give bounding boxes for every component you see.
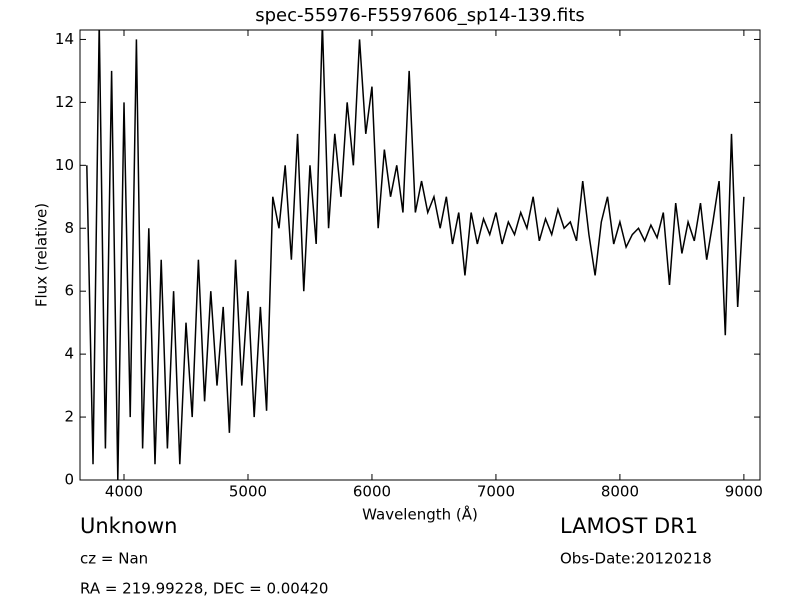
- annotation: Unknown: [80, 514, 177, 538]
- spectrum-line: [86, 30, 745, 480]
- x-tick-label: 9000: [725, 483, 763, 501]
- y-tick-label: 8: [64, 219, 74, 237]
- chart-title: spec-55976-F5597606_sp14-139.fits: [255, 5, 585, 26]
- annotation: LAMOST DR1: [560, 514, 698, 538]
- y-tick-label: 2: [64, 408, 74, 426]
- y-tick-label: 10: [55, 156, 74, 174]
- plot-frame: [79, 29, 761, 481]
- x-tick-label: 6000: [353, 483, 391, 501]
- y-tick-label: 6: [64, 282, 74, 300]
- y-tick-label: 0: [64, 471, 74, 489]
- x-tick-label: 4000: [105, 483, 143, 501]
- y-axis-label: Flux (relative): [33, 203, 51, 307]
- x-tick-label: 8000: [601, 483, 639, 501]
- x-tick-label: 7000: [477, 483, 515, 501]
- x-axis-label: Wavelength (Å): [362, 505, 478, 524]
- y-tick-label: 4: [64, 345, 74, 363]
- annotation: RA = 219.99228, DEC = 0.00420: [80, 580, 328, 598]
- y-tick-label: 14: [55, 30, 74, 48]
- annotation: cz = Nan: [80, 550, 148, 568]
- y-tick-label: 12: [55, 93, 74, 111]
- x-tick-label: 5000: [229, 483, 267, 501]
- annotation: Obs-Date:20120218: [560, 550, 712, 568]
